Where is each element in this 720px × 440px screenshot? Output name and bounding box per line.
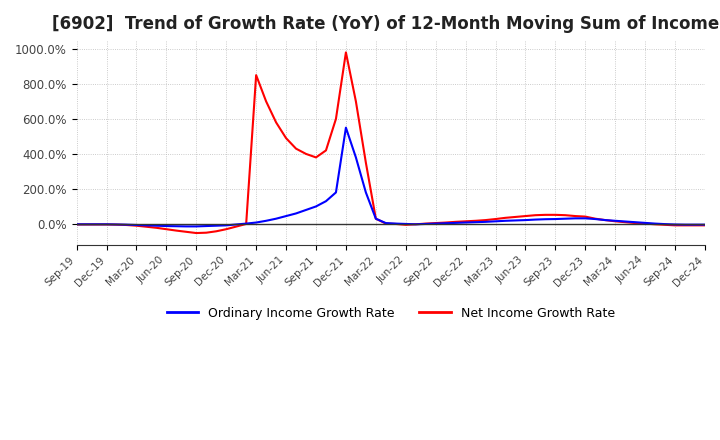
Net Income Growth Rate [192, 231, 201, 236]
Ordinary Income Growth Rate [501, 218, 510, 224]
Net Income Growth Rate [501, 215, 510, 220]
Net Income Growth Rate [351, 99, 360, 104]
Ordinary Income Growth Rate [351, 155, 360, 160]
Net Income Growth Rate [72, 222, 81, 227]
Line: Net Income Growth Rate: Net Income Growth Rate [76, 52, 705, 233]
Net Income Growth Rate [402, 222, 410, 227]
Net Income Growth Rate [341, 50, 350, 55]
Net Income Growth Rate [441, 220, 450, 225]
Net Income Growth Rate [701, 223, 709, 228]
Net Income Growth Rate [491, 216, 500, 222]
Ordinary Income Growth Rate [341, 125, 350, 130]
Ordinary Income Growth Rate [441, 220, 450, 226]
Legend: Ordinary Income Growth Rate, Net Income Growth Rate: Ordinary Income Growth Rate, Net Income … [162, 302, 620, 325]
Ordinary Income Growth Rate [182, 224, 191, 229]
Ordinary Income Growth Rate [491, 219, 500, 224]
Ordinary Income Growth Rate [402, 221, 410, 227]
Title: [6902]  Trend of Growth Rate (YoY) of 12-Month Moving Sum of Incomes: [6902] Trend of Growth Rate (YoY) of 12-… [53, 15, 720, 33]
Ordinary Income Growth Rate [72, 222, 81, 227]
Net Income Growth Rate [152, 225, 161, 231]
Ordinary Income Growth Rate [701, 222, 709, 227]
Line: Ordinary Income Growth Rate: Ordinary Income Growth Rate [76, 128, 705, 227]
Ordinary Income Growth Rate [152, 223, 161, 228]
